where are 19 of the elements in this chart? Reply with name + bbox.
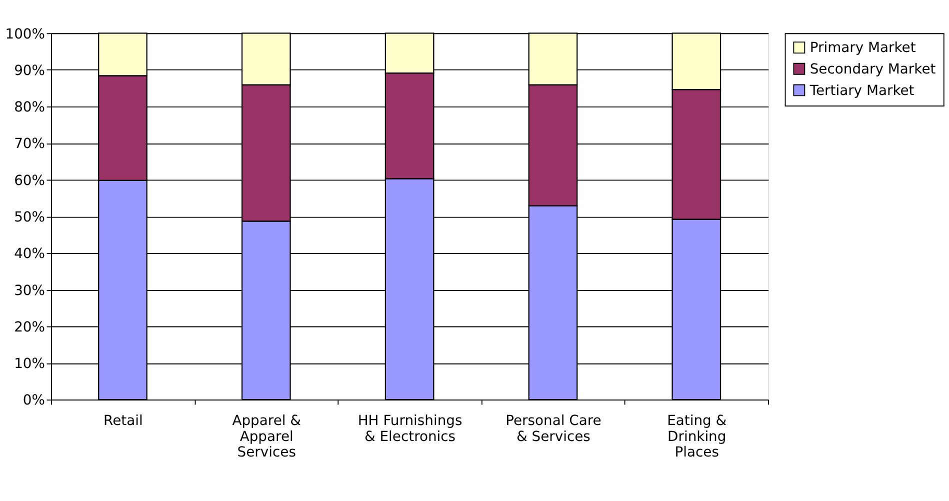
y-tick-label: 70% <box>14 136 45 152</box>
x-tick-label: Personal Care & Services <box>506 413 602 445</box>
y-tick-label: 30% <box>14 282 45 299</box>
x-tick-label: HH Furnishings & Electronics <box>358 413 462 445</box>
y-tick-label: 60% <box>14 172 45 189</box>
x-tick-label: Apparel & Apparel Services <box>232 413 302 461</box>
x-tick-label: Eating & Drinking Places <box>667 413 727 461</box>
y-tick-label: 20% <box>14 319 45 336</box>
x-tick-label: Retail <box>104 413 143 430</box>
legend-label: Primary Market <box>810 40 916 56</box>
y-tick-label: 100% <box>5 26 45 42</box>
y-tick-label: 90% <box>14 62 45 79</box>
y-tick-label: 80% <box>14 100 45 116</box>
legend-label: Tertiary Market <box>808 82 915 99</box>
y-tick-label: 10% <box>14 356 45 372</box>
y-tick-label: 50% <box>14 209 45 226</box>
y-tick-label: 0% <box>22 392 45 409</box>
legend-label: Secondary Market <box>810 62 936 78</box>
y-tick-label: 40% <box>14 246 45 262</box>
